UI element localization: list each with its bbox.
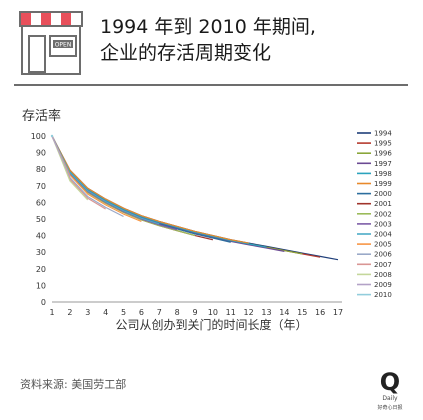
header-divider (14, 84, 408, 86)
awning-stripe (21, 13, 31, 25)
open-sign (53, 40, 73, 48)
title-line-1: 1994 年到 2010 年期间, (100, 16, 316, 38)
store-door (28, 35, 46, 73)
y-tick-label: 60 (36, 198, 46, 207)
x-tick-label: 14 (279, 308, 289, 315)
x-tick-label: 6 (139, 308, 144, 315)
series-line-1998 (51, 135, 267, 248)
legend-label-2009: 2009 (374, 281, 392, 289)
legend-label-2004: 2004 (374, 231, 392, 239)
y-tick-label: 20 (36, 265, 46, 274)
series-line-2005 (51, 135, 142, 223)
legend-label-1996: 1996 (374, 150, 392, 158)
series-line-2004 (51, 135, 160, 225)
x-tick-label: 17 (333, 308, 343, 315)
x-tick-label: 2 (67, 308, 72, 315)
legend-label-1998: 1998 (374, 170, 392, 178)
legend-label-2000: 2000 (374, 190, 392, 198)
logo-sub: Daily (382, 395, 398, 402)
x-axis-label: 公司从创办到关门的时间长度（年） (115, 318, 308, 332)
x-tick-label: 4 (103, 308, 108, 315)
x-tick-label: 1 (49, 308, 54, 315)
page-title: 1994 年到 2010 年期间, 企业的存活周期变化 (100, 14, 316, 66)
y-tick-label: 30 (36, 248, 46, 257)
legend-label-2005: 2005 (374, 241, 392, 249)
legend-label-2001: 2001 (374, 200, 392, 208)
x-tick-label: 8 (175, 308, 180, 315)
legend-label-1997: 1997 (374, 160, 392, 168)
y-axis-label: 存活率 (22, 109, 62, 124)
x-tick-label: 10 (208, 308, 218, 315)
awning-stripe (41, 13, 51, 25)
storefront-icon: OPEN (19, 11, 83, 75)
series-point-2010 (50, 134, 54, 138)
source-note: 资料来源: 美国劳工部 (20, 378, 127, 391)
x-tick-label: 11 (226, 308, 236, 315)
x-tick-label: 16 (315, 308, 325, 315)
legend-label-1994: 1994 (374, 130, 392, 138)
y-tick-label: 40 (36, 232, 46, 241)
x-tick-label: 7 (157, 308, 162, 315)
x-tick-label: 3 (85, 308, 90, 315)
qdaily-logo: Q Daily 好奇心日报 (377, 368, 402, 411)
series-line-1997 (51, 135, 285, 252)
legend-label-2010: 2010 (374, 291, 392, 299)
y-tick-label: 100 (31, 132, 46, 141)
x-tick-label: 9 (192, 308, 197, 315)
y-tick-label: 0 (41, 298, 46, 307)
y-tick-label: 50 (36, 215, 46, 224)
legend-label-2003: 2003 (374, 220, 392, 228)
legend-label-1999: 1999 (374, 180, 392, 188)
y-tick-label: 10 (36, 281, 46, 290)
legend-label-2008: 2008 (374, 271, 392, 279)
title-line-2: 企业的存活周期变化 (100, 42, 272, 64)
series-line-1999 (51, 135, 249, 244)
x-tick-label: 12 (244, 308, 254, 315)
legend-label-2007: 2007 (374, 261, 392, 269)
x-tick-label: 15 (297, 308, 307, 315)
y-tick-label: 70 (36, 182, 46, 191)
open-sign-text: OPEN (55, 42, 72, 49)
series-line-2009 (51, 135, 71, 177)
logo-caption: 好奇心日报 (377, 404, 402, 411)
awning-stripe (61, 13, 71, 25)
x-tick-label: 13 (261, 308, 271, 315)
series-line-2003 (51, 135, 178, 231)
logo-letter: Q (380, 368, 400, 396)
legend-label-2006: 2006 (374, 251, 392, 259)
x-tick-label: 5 (121, 308, 126, 315)
legend-label-2002: 2002 (374, 210, 392, 218)
series-line-2002 (51, 135, 196, 237)
legend-label-1995: 1995 (374, 140, 392, 148)
y-tick-label: 80 (36, 165, 46, 174)
y-tick-label: 90 (36, 149, 46, 158)
